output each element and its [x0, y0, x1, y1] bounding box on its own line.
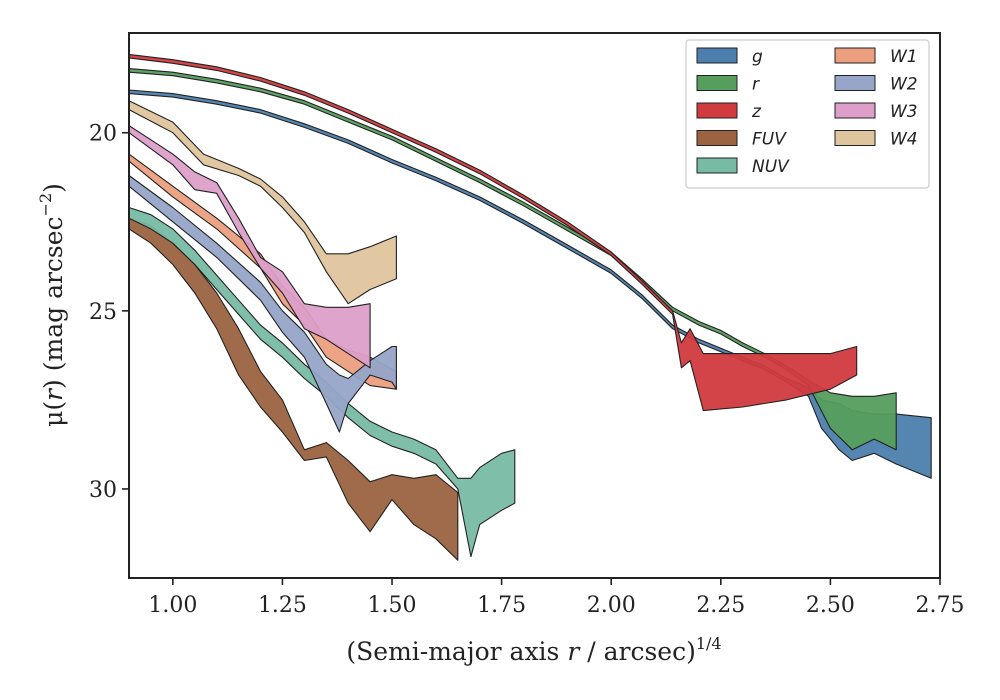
legend-swatch-w1 [834, 47, 876, 64]
series-band-z [128, 53, 858, 412]
legend-label-w2: W2 [890, 75, 918, 95]
legend-label-w3: W3 [890, 102, 918, 122]
series-band-w4 [128, 100, 397, 305]
legend-swatch-nuv [696, 157, 738, 174]
series-bands [128, 53, 932, 561]
legend-swatch-r [696, 75, 738, 91]
y-tick-label: 25 [89, 300, 117, 325]
legend-label-r: r [752, 75, 760, 95]
y-axis-label: μ(r) (mag arcsec−2) [36, 183, 68, 427]
x-tick-label: 2.00 [587, 593, 636, 618]
x-tick-label: 1.00 [148, 593, 197, 618]
x-tick-label: 2.50 [806, 593, 855, 618]
legend-label-z: z [751, 102, 762, 122]
x-tick-label: 1.50 [368, 593, 417, 618]
x-tick-label: 2.75 [916, 593, 965, 618]
series-band-fuv [128, 217, 459, 561]
legend-label-g: g [752, 47, 763, 67]
legend-label-fuv: FUV [752, 130, 787, 150]
plot-frame [128, 32, 941, 579]
x-axis-ticks: 1.00 1.25 1.50 1.75 2.00 2.25 2.50 2.75 [148, 578, 964, 618]
legend-swatch-g [696, 47, 738, 64]
series-band-r [128, 68, 897, 451]
series-band-w2 [128, 174, 397, 433]
y-tick-label: 20 [89, 122, 117, 147]
legend: grz FUV NUV W1 W2 W3 W4 [685, 39, 930, 189]
legend-swatch-w2 [834, 75, 876, 91]
series-band-w3 [128, 125, 371, 369]
y-tick-label: 30 [89, 478, 117, 503]
legend-label-w4: W4 [890, 130, 918, 150]
legend-swatch-fuv [696, 130, 738, 146]
x-axis-label: (Semi-major axis r / arcsec)1/4 [346, 634, 721, 666]
legend-swatch-w3 [834, 102, 876, 119]
legend-label-nuv: NUV [752, 157, 790, 177]
x-tick-label: 2.25 [696, 593, 745, 618]
x-tick-label: 1.25 [258, 593, 307, 618]
x-tick-label: 1.75 [477, 593, 526, 618]
y-axis-ticks: 20 25 30 [89, 122, 129, 503]
legend-swatch-w4 [834, 130, 876, 146]
legend-label-w1: W1 [890, 47, 918, 67]
legend-swatch-z [696, 102, 738, 119]
